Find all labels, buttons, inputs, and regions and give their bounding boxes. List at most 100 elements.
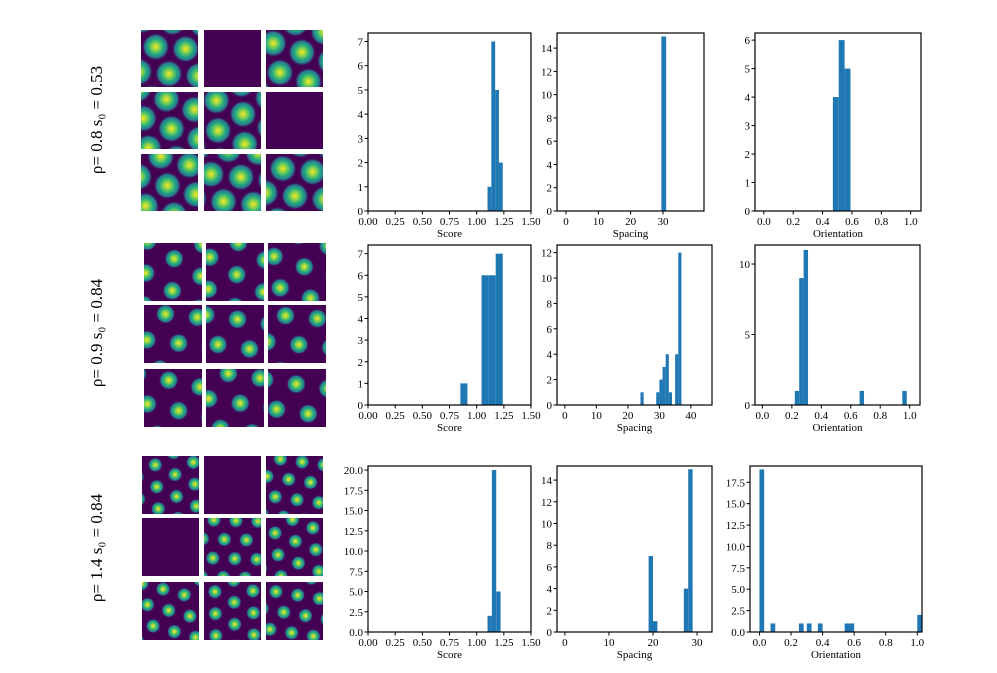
y-tick-label: 7 [358,249,364,261]
x-tick-label: 1.00 [467,410,487,422]
field-blob [307,308,326,329]
y-tick-label: 2 [745,149,751,161]
field-blob [164,248,185,269]
x-tick-label: 10 [593,216,605,228]
plot-frame [556,244,713,406]
histogram-bar [859,390,865,405]
field-blob [276,509,291,514]
histogram-bar [648,556,653,632]
y-tick-label: 6 [358,270,364,282]
y-tick-label: 17.5 [726,477,746,489]
y-tick-label: 0 [547,627,553,639]
field-blob [207,606,223,622]
field-blob [300,512,310,514]
histogram-bar [817,623,823,632]
field-blob [275,305,296,326]
y-tick-label: 5.0 [731,584,745,596]
x-tick-label: 0.8 [873,410,887,422]
field-blob [190,376,202,397]
histogram-bar [487,186,492,211]
plot-frame [754,244,921,406]
field-blob [144,84,160,87]
histogram-bar [688,469,693,632]
field-blob [227,616,243,632]
x-tick-label: 30 [657,216,669,228]
field-blob [311,563,323,576]
field-blob [218,369,239,384]
field-blob [144,295,153,301]
field-blob [291,243,305,246]
y-tick-label: 3 [745,121,751,133]
field-blob [270,547,286,563]
field-blob [250,518,261,529]
field-blob [204,160,226,189]
field-blob [298,157,323,186]
field-blob [250,369,264,389]
histogram-bar [495,89,499,211]
field-blob [290,555,306,571]
x-axis-label: Score [437,228,462,240]
field-blob [239,338,260,359]
y-tick-label: 10 [541,519,553,531]
rate-map [204,456,261,514]
rate-map [266,30,323,87]
field-blob [323,507,338,522]
x-tick-label: 0.50 [413,410,433,422]
field-blob [192,243,202,255]
field-blob [288,582,291,583]
x-tick-label: 30 [692,637,704,649]
histogram-bar [803,249,809,405]
y-tick-label: 10.0 [344,546,364,558]
x-tick-label: 0.2 [786,216,800,228]
y-tick-label: 0 [745,400,751,412]
field-blob [230,393,251,414]
y-tick-label: 10 [739,259,751,271]
histogram-bar [491,470,497,632]
x-tick-label: 1.00 [467,637,487,649]
plot-frame [367,244,532,406]
field-blob [245,605,261,621]
field-blob [311,495,323,511]
field-blob [230,130,259,149]
x-tick-label: 20 [647,637,659,649]
field-blob [141,30,153,34]
field-blob [189,30,198,38]
x-tick-label: 20 [622,410,634,422]
y-tick-label: 1 [745,178,751,190]
x-tick-label: 0.2 [784,637,798,649]
field-blob [268,399,287,420]
field-blob [227,309,248,330]
y-tick-label: 3 [358,133,364,145]
field-blob [268,584,284,600]
field-blob [158,370,179,391]
y-tick-label: 12 [541,66,552,78]
field-blob [226,264,247,285]
field-blob [308,542,323,558]
y-tick-label: 0 [547,206,553,218]
y-tick-label: 7.5 [349,566,363,578]
field-blob [297,608,313,624]
field-blob [294,456,310,470]
field-blob [317,154,323,160]
y-tick-label: 2 [358,158,364,170]
field-blob [246,627,261,640]
field-blob [141,154,145,159]
field-blob [305,582,318,586]
field-blob [289,492,305,508]
field-blob [161,30,184,36]
rate-map [144,369,202,427]
x-tick-label: 0.2 [785,410,799,422]
field-blob [175,154,198,180]
field-blob [228,243,249,253]
field-blob [142,635,145,640]
rate-map [144,243,202,301]
y-tick-label: 0.0 [731,627,745,639]
histogram-bar [668,392,672,405]
x-tick-label: 10 [591,410,603,422]
field-blob [266,30,288,58]
rate-map [204,92,261,149]
field-blob [155,305,176,324]
field-blob [239,190,261,211]
field-blob [144,369,148,382]
y-tick-label: 10 [541,90,553,102]
